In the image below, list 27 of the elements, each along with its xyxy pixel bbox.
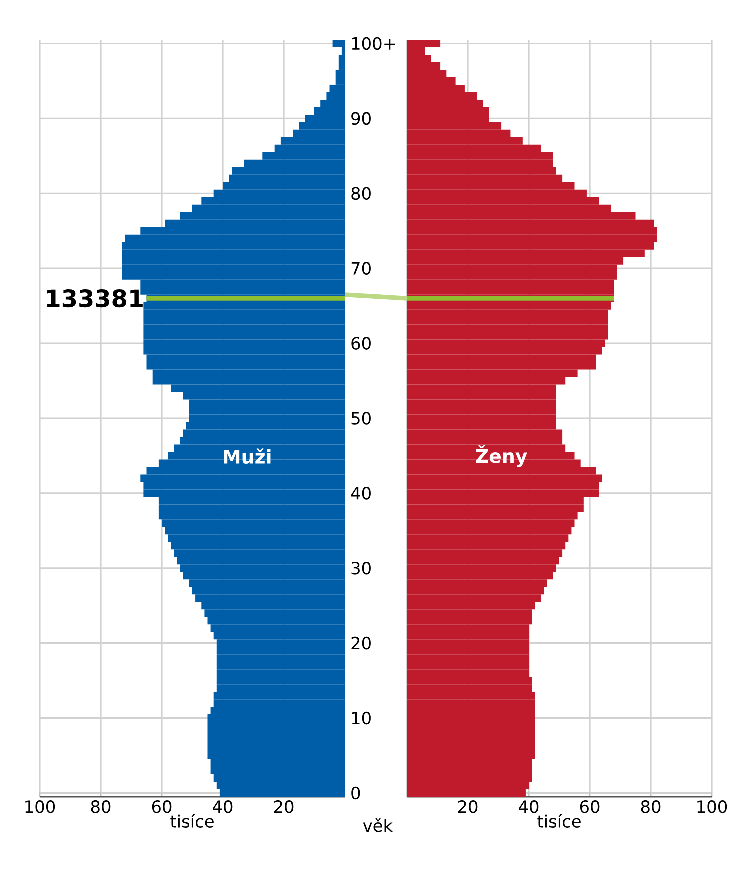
annotation: 133381 [47,290,143,308]
x-tick-label: 20 [458,800,478,814]
x-tick-label: 40 [519,800,539,814]
y-tick-label: 70 [352,262,371,275]
y-tick-label: 40 [351,487,371,500]
y-tick-label: 80 [352,187,371,200]
x-tick-label: 40 [213,800,233,814]
y-tick-label: 0 [352,786,360,800]
x-tick-label: 100 [698,800,728,814]
x-axis-title: tisíce [538,814,581,828]
x-tick-label: 100 [26,800,56,814]
y-tick-label: 20 [352,636,371,650]
x-axis-title: tisíce [170,814,214,828]
x-tick-label: 20 [274,800,294,814]
x-tick-label: 80 [91,800,111,814]
y-tick-label: 90 [352,112,371,126]
x-tick-label: 60 [152,800,172,814]
y-axis-title: věk [363,818,394,832]
y-tick-label: 100+ [352,37,396,50]
series-label: Muži [224,448,271,464]
y-tick-label: 60 [352,337,371,350]
series-label: Ženy [476,446,528,468]
y-tick-label: 10 [352,712,371,725]
x-tick-label: 80 [641,800,661,814]
x-tick-label: 60 [580,800,600,814]
y-tick-label: 30 [352,562,371,575]
y-tick-label: 50 [352,412,371,425]
